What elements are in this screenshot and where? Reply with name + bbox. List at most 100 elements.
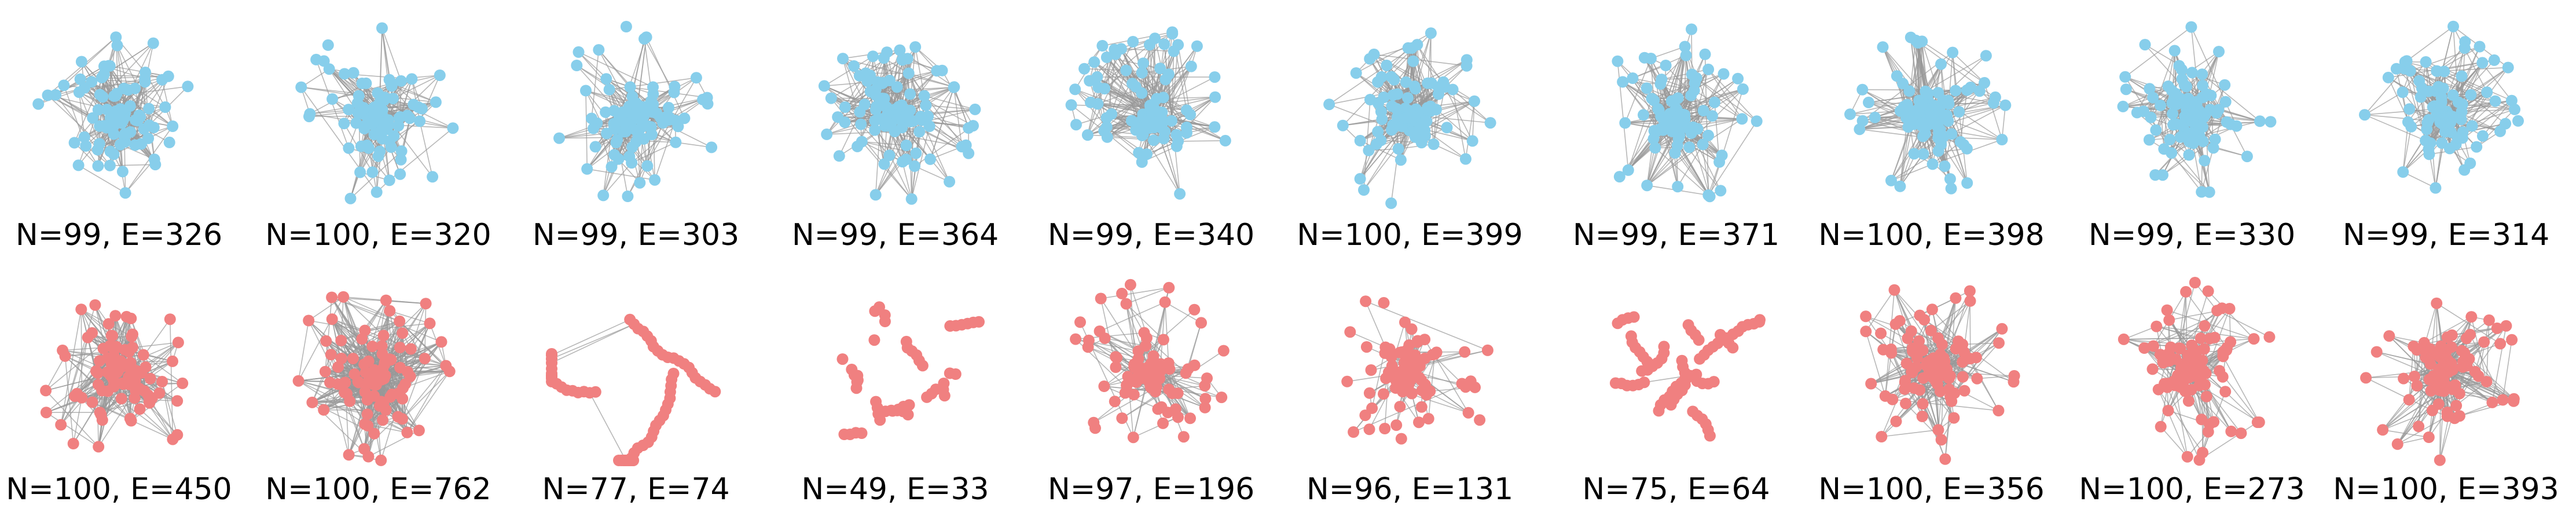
graph-edge [1125, 70, 1137, 125]
graph-node [2421, 117, 2434, 129]
graph-node [2488, 54, 2500, 66]
graph-edge [2406, 26, 2454, 61]
graph-node [662, 114, 674, 126]
graph-node [936, 64, 948, 76]
graph-node [2432, 80, 2445, 93]
graph-node [1209, 91, 1221, 103]
graph-edge [827, 131, 895, 135]
graph-node [379, 92, 391, 104]
graph-node [1885, 174, 1897, 186]
graph-node [1447, 83, 1459, 96]
graph-node [647, 81, 659, 93]
graph-node [833, 150, 845, 162]
graph-node [93, 138, 105, 150]
network-graph [1065, 26, 1231, 200]
graph-node [589, 141, 601, 153]
graph-node [2207, 142, 2219, 154]
graph-node [1683, 141, 1696, 153]
graph-node [1165, 115, 1177, 127]
graph-node [600, 106, 612, 118]
graph-node [1713, 156, 1726, 168]
graph-node [1641, 180, 1653, 192]
graph-node [1081, 129, 1093, 141]
graph-node [1078, 63, 1091, 75]
graph-node [1708, 96, 1720, 108]
graph-node [861, 75, 874, 87]
graph-node [1679, 41, 1691, 53]
graph-node [2117, 100, 2129, 112]
graph-node [2175, 64, 2188, 76]
graph-edge [74, 74, 105, 143]
graph-node [1150, 105, 1162, 117]
graph-edge [845, 107, 890, 156]
graph-node [642, 120, 654, 132]
graph-node [2397, 86, 2409, 98]
graph-edge [1923, 148, 1967, 155]
graph-caption: N=99, E=364 [791, 218, 999, 252]
graph-node [67, 438, 79, 449]
graph-node [1422, 102, 1434, 114]
graph-node [2458, 164, 2471, 176]
graph-node [1069, 83, 1081, 96]
graph-node [1953, 106, 1965, 118]
graph-node [2445, 112, 2457, 125]
graph-edge [80, 309, 83, 398]
graph-node [670, 136, 682, 148]
graph-node [111, 39, 123, 52]
graph-edge [1433, 144, 1466, 160]
graph-edge [2201, 74, 2261, 122]
graph-edge [1329, 47, 1412, 105]
graph-node [1404, 112, 1417, 124]
graph-node [130, 114, 141, 126]
graph-node [1645, 53, 1657, 64]
graph-node [1469, 95, 1480, 107]
node-group [295, 22, 459, 204]
network-graph [295, 22, 459, 204]
network-graph [40, 299, 189, 453]
graph-node [2183, 149, 2195, 161]
graph-node [2175, 119, 2188, 131]
graph-edge [926, 105, 975, 110]
graph-node [1180, 104, 1192, 116]
graph-node [1917, 148, 1929, 160]
graph-edge [654, 120, 676, 180]
graph-node [2359, 109, 2370, 121]
graph-node [2174, 131, 2186, 143]
graph-node [394, 168, 406, 180]
graph-node [875, 113, 887, 125]
graph-node [427, 171, 439, 183]
graph-node [571, 60, 583, 71]
graph-node [366, 166, 379, 178]
graph-node [2430, 182, 2442, 194]
graph-node [303, 111, 315, 123]
graph-edge [645, 36, 685, 119]
graph-edge [391, 86, 420, 122]
graph-node [2164, 134, 2176, 145]
graph-node [1407, 55, 1419, 67]
network-graph [553, 21, 718, 202]
graph-node [370, 186, 383, 198]
graph-edge [598, 49, 630, 107]
graph-node [114, 138, 126, 151]
graph-node [854, 106, 866, 118]
graph-edge [1444, 86, 1473, 141]
graph-edge [79, 78, 145, 93]
graph-edge [1381, 47, 1409, 78]
graph-node [58, 79, 70, 92]
node-group [818, 41, 981, 205]
graph-node [104, 145, 116, 158]
graph-node [1209, 121, 1221, 133]
graph-node [603, 83, 615, 96]
graph-node [2197, 111, 2210, 123]
graph-node [894, 44, 906, 56]
graph-node [1702, 129, 1714, 141]
graph-node [1406, 42, 1418, 54]
graph-node [1649, 142, 1661, 154]
graph-node [147, 37, 159, 49]
graph-edge [861, 141, 903, 163]
graph-node [1364, 53, 1376, 65]
graph-node [406, 73, 418, 85]
graph-node [2185, 21, 2197, 33]
graph-node [1385, 197, 1397, 209]
graph-node [818, 80, 830, 92]
